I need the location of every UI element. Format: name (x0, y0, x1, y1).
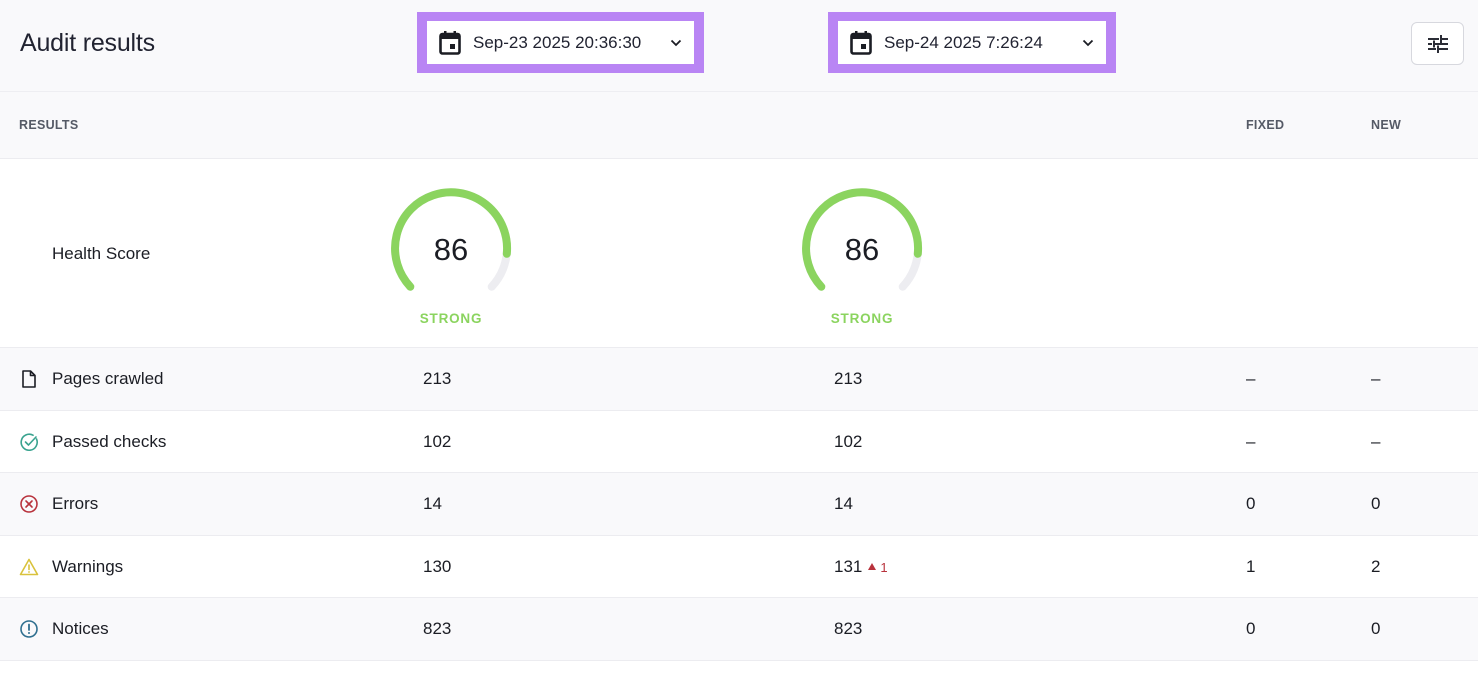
table-row-notices[interactable]: Notices 823 823 0 0 (0, 598, 1478, 661)
value-right: 14 (834, 494, 853, 513)
delta-increase-badge: 1 (868, 559, 888, 575)
error-circle-icon (20, 495, 38, 513)
value-left: 213 (423, 369, 452, 388)
health-rating-2: STRONG (830, 311, 894, 326)
value-right-group: 131 1 (834, 557, 888, 577)
column-results: RESULTS (19, 118, 79, 132)
value-new: 2 (1371, 556, 1381, 576)
table-row-passed-checks[interactable]: Passed checks 102 102 – – (0, 410, 1478, 473)
value-right: 213 (834, 369, 863, 388)
health-rating-1: STRONG (419, 311, 483, 326)
document-icon (22, 370, 36, 388)
delta-value: 1 (880, 559, 888, 575)
value-left: 823 (423, 619, 452, 638)
column-new: NEW (1371, 118, 1402, 132)
warning-triangle-icon (19, 558, 39, 575)
date-highlight-2: Sep-24 2025 7:26:24 (828, 12, 1116, 73)
value-right: 823 (834, 619, 863, 638)
table-row-errors[interactable]: Errors 14 14 0 0 (0, 473, 1478, 536)
column-fixed: FIXED (1246, 118, 1285, 132)
value-fixed: 1 (1246, 556, 1256, 576)
health-gauge-2: 86 STRONG (800, 186, 930, 336)
column-header: RESULTS FIXED NEW (0, 92, 1478, 159)
header: Audit results Sep-23 2025 20:36:30 Se (0, 0, 1478, 92)
value-fixed: 0 (1246, 619, 1256, 638)
health-score-row: Health Score 86 STRONG 86 STRONG (0, 159, 1478, 348)
row-label: Passed checks (52, 431, 167, 451)
health-score-value-2: 86 (844, 232, 880, 267)
value-left: 102 (423, 431, 452, 451)
chevron-down-icon (670, 39, 682, 46)
table-row-warnings[interactable]: Warnings 130 131 1 1 2 (0, 535, 1478, 598)
date-select-2[interactable]: Sep-24 2025 7:26:24 (838, 21, 1106, 64)
row-label: Warnings (52, 556, 124, 576)
triangle-up-icon (868, 562, 877, 570)
health-score-value-1: 86 (433, 232, 469, 267)
date-highlight-1: Sep-23 2025 20:36:30 (417, 12, 704, 73)
value-right: 131 (834, 556, 863, 576)
value-new: – (1371, 431, 1381, 451)
date-select-1[interactable]: Sep-23 2025 20:36:30 (427, 21, 694, 64)
date-select-2-label: Sep-24 2025 7:26:24 (884, 32, 1043, 52)
health-gauge-1: 86 STRONG (389, 186, 519, 336)
value-fixed: 0 (1246, 494, 1256, 513)
filter-settings-button[interactable] (1411, 22, 1464, 65)
value-left: 130 (423, 556, 452, 576)
sliders-icon (1427, 34, 1448, 53)
table-row-pages-crawled[interactable]: Pages crawled 213 213 – – (0, 348, 1478, 411)
row-label: Pages crawled (52, 369, 164, 388)
info-circle-icon (20, 620, 38, 638)
row-label: Errors (52, 494, 99, 513)
value-left: 14 (423, 494, 442, 513)
date-select-1-label: Sep-23 2025 20:36:30 (473, 32, 642, 52)
value-fixed: – (1246, 431, 1256, 451)
value-fixed: – (1246, 369, 1256, 388)
value-right: 102 (834, 431, 863, 451)
row-label: Notices (52, 619, 109, 638)
calendar-icon (850, 30, 872, 55)
value-new: – (1371, 369, 1381, 388)
value-new: 0 (1371, 619, 1381, 638)
health-score-label: Health Score (52, 244, 151, 263)
value-new: 0 (1371, 494, 1381, 513)
calendar-icon (439, 30, 461, 55)
page-title: Audit results (20, 29, 155, 57)
check-circle-icon (20, 432, 38, 451)
chevron-down-icon (1082, 39, 1094, 46)
